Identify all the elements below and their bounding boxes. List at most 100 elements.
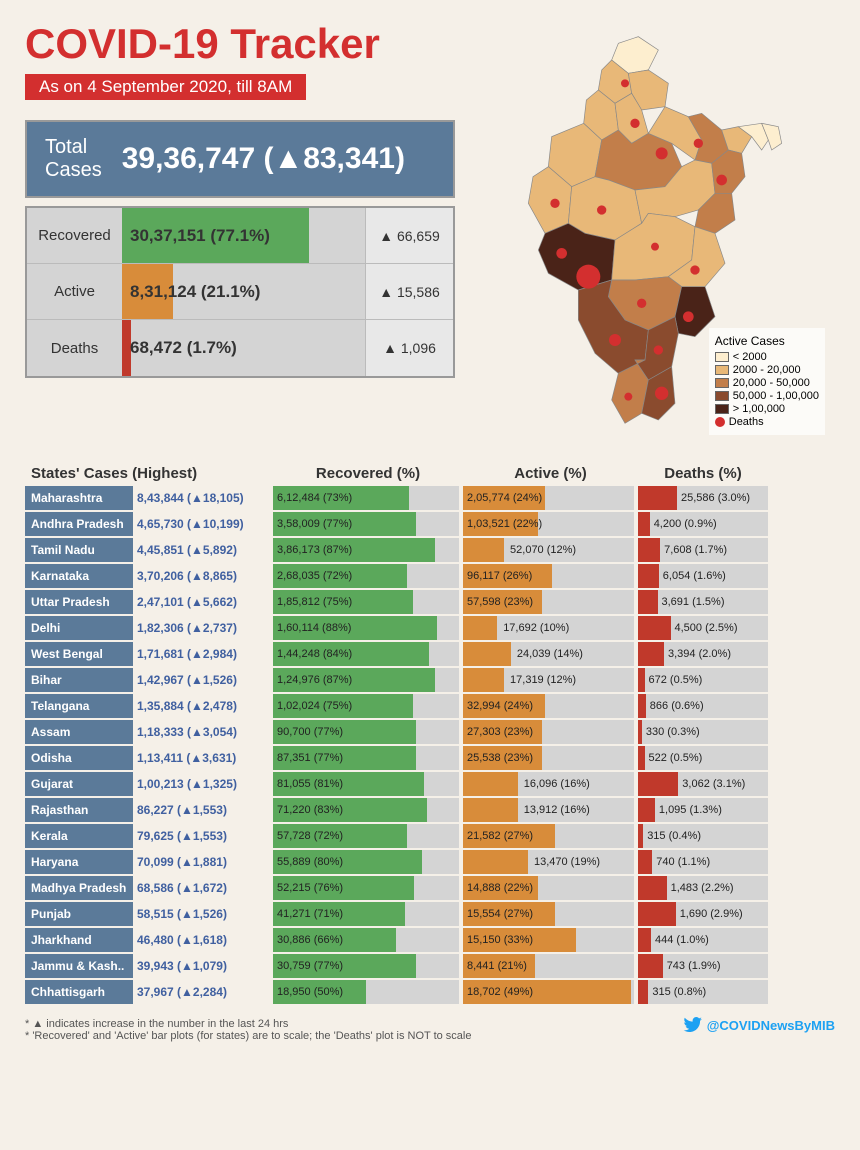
state-name: Assam — [25, 720, 133, 744]
state-name: Bihar — [25, 668, 133, 692]
table-row: Delhi 1,82,306 (▲2,737) 1,60,114 (88%) 1… — [25, 616, 835, 640]
deaths-bar: 1,483 (2.2%) — [638, 876, 768, 900]
footnotes: * ▲ indicates increase in the number in … — [25, 1018, 472, 1042]
state-name: Maharashtra — [25, 486, 133, 510]
recovered-bar: 41,271 (71%) — [273, 902, 459, 926]
recovered-bar: 81,055 (81%) — [273, 772, 459, 796]
table-row: Chhattisgarh 37,967 (▲2,284) 18,950 (50%… — [25, 980, 835, 1004]
table-row: Telangana 1,35,884 (▲2,478) 1,02,024 (75… — [25, 694, 835, 718]
deaths-bar: 740 (1.1%) — [638, 850, 768, 874]
deaths-bar: 25,586 (3.0%) — [638, 486, 768, 510]
table-row: Andhra Pradesh 4,65,730 (▲10,199) 3,58,0… — [25, 512, 835, 536]
deaths-bar: 3,691 (1.5%) — [638, 590, 768, 614]
recovered-bar: 30,759 (77%) — [273, 954, 459, 978]
recovered-bar: 55,889 (80%) — [273, 850, 459, 874]
state-name: Andhra Pradesh — [25, 512, 133, 536]
cases-value: 4,45,851 (▲5,892) — [133, 543, 273, 557]
recovered-bar: 57,728 (72%) — [273, 824, 459, 848]
deaths-bar: 3,062 (3.1%) — [638, 772, 768, 796]
recovered-bar: 1,60,114 (88%) — [273, 616, 459, 640]
table-row: Uttar Pradesh 2,47,101 (▲5,662) 1,85,812… — [25, 590, 835, 614]
col-recovered: Recovered (%) — [273, 465, 463, 482]
state-name: Jharkhand — [25, 928, 133, 952]
active-bar: 8,441 (21%) — [463, 954, 634, 978]
active-bar: 32,994 (24%) — [463, 694, 634, 718]
state-name: Uttar Pradesh — [25, 590, 133, 614]
summary-stats: Recovered 30,37,151 (77.1%) ▲ 66,659 Act… — [25, 206, 455, 378]
cases-value: 46,480 (▲1,618) — [133, 933, 273, 947]
cases-value: 70,099 (▲1,881) — [133, 855, 273, 869]
cases-value: 58,515 (▲1,526) — [133, 907, 273, 921]
stat-label: Recovered — [27, 208, 122, 263]
recovered-bar: 87,351 (77%) — [273, 746, 459, 770]
states-table: States' Cases (Highest) Recovered (%) Ac… — [25, 465, 835, 1004]
recovered-bar: 30,886 (66%) — [273, 928, 459, 952]
page-title: COVID-19 Tracker — [25, 20, 455, 68]
table-row: Bihar 1,42,967 (▲1,526) 1,24,976 (87%) 1… — [25, 668, 835, 692]
table-row: West Bengal 1,71,681 (▲2,984) 1,44,248 (… — [25, 642, 835, 666]
cases-value: 3,70,206 (▲8,865) — [133, 569, 273, 583]
cases-value: 4,65,730 (▲10,199) — [133, 517, 273, 531]
recovered-bar: 71,220 (83%) — [273, 798, 459, 822]
cases-value: 8,43,844 (▲18,105) — [133, 491, 273, 505]
stat-delta: ▲ 66,659 — [365, 208, 453, 263]
table-row: Jammu & Kash.. 39,943 (▲1,079) 30,759 (7… — [25, 954, 835, 978]
state-name: Odisha — [25, 746, 133, 770]
state-name: Chhattisgarh — [25, 980, 133, 1004]
table-row: Gujarat 1,00,213 (▲1,325) 81,055 (81%) 1… — [25, 772, 835, 796]
state-name: Tamil Nadu — [25, 538, 133, 562]
cases-value: 79,625 (▲1,553) — [133, 829, 273, 843]
recovered-bar: 2,68,035 (72%) — [273, 564, 459, 588]
twitter-icon — [683, 1017, 703, 1033]
col-deaths: Deaths (%) — [638, 465, 768, 482]
cases-value: 2,47,101 (▲5,662) — [133, 595, 273, 609]
deaths-bar: 522 (0.5%) — [638, 746, 768, 770]
recovered-bar: 3,86,173 (87%) — [273, 538, 459, 562]
table-row: Tamil Nadu 4,45,851 (▲5,892) 3,86,173 (8… — [25, 538, 835, 562]
table-row: Kerala 79,625 (▲1,553) 57,728 (72%) 21,5… — [25, 824, 835, 848]
total-label: TotalCases — [45, 136, 102, 182]
cases-value: 37,967 (▲2,284) — [133, 985, 273, 999]
col-active: Active (%) — [463, 465, 638, 482]
deaths-bar: 4,500 (2.5%) — [638, 616, 768, 640]
legend-item: < 2000 — [715, 351, 819, 363]
active-bar: 2,05,774 (24%) — [463, 486, 634, 510]
state-name: Punjab — [25, 902, 133, 926]
stat-delta: ▲ 15,586 — [365, 264, 453, 319]
active-bar: 16,096 (16%) — [463, 772, 634, 796]
cases-value: 1,35,884 (▲2,478) — [133, 699, 273, 713]
active-bar: 1,03,521 (22%) — [463, 512, 634, 536]
table-row: Assam 1,18,333 (▲3,054) 90,700 (77%) 27,… — [25, 720, 835, 744]
state-name: Telangana — [25, 694, 133, 718]
table-row: Karnataka 3,70,206 (▲8,865) 2,68,035 (72… — [25, 564, 835, 588]
deaths-bar: 315 (0.4%) — [638, 824, 768, 848]
legend-item: 2000 - 20,000 — [715, 364, 819, 376]
recovered-bar: 6,12,484 (73%) — [273, 486, 459, 510]
table-row: Madhya Pradesh 68,586 (▲1,672) 52,215 (7… — [25, 876, 835, 900]
recovered-bar: 1,85,812 (75%) — [273, 590, 459, 614]
state-name: Madhya Pradesh — [25, 876, 133, 900]
legend-item: > 1,00,000 — [715, 403, 819, 415]
table-row: Maharashtra 8,43,844 (▲18,105) 6,12,484 … — [25, 486, 835, 510]
state-name: Karnataka — [25, 564, 133, 588]
active-bar: 13,912 (16%) — [463, 798, 634, 822]
legend-item: 20,000 - 50,000 — [715, 377, 819, 389]
active-bar: 96,117 (26%) — [463, 564, 634, 588]
state-name: Delhi — [25, 616, 133, 640]
recovered-bar: 1,24,976 (87%) — [273, 668, 459, 692]
total-value: 39,36,747 (▲83,341) — [122, 142, 405, 176]
recovered-bar: 1,02,024 (75%) — [273, 694, 459, 718]
state-name: Gujarat — [25, 772, 133, 796]
table-row: Odisha 1,13,411 (▲3,631) 87,351 (77%) 25… — [25, 746, 835, 770]
stat-label: Deaths — [27, 320, 122, 376]
deaths-bar: 330 (0.3%) — [638, 720, 768, 744]
active-bar: 15,554 (27%) — [463, 902, 634, 926]
active-bar: 57,598 (23%) — [463, 590, 634, 614]
deaths-bar: 4,200 (0.9%) — [638, 512, 768, 536]
deaths-bar: 6,054 (1.6%) — [638, 564, 768, 588]
cases-value: 1,00,213 (▲1,325) — [133, 777, 273, 791]
active-bar: 18,702 (49%) — [463, 980, 634, 1004]
subtitle: As on 4 September 2020, till 8AM — [25, 74, 306, 100]
active-bar: 15,150 (33%) — [463, 928, 634, 952]
deaths-bar: 672 (0.5%) — [638, 668, 768, 692]
